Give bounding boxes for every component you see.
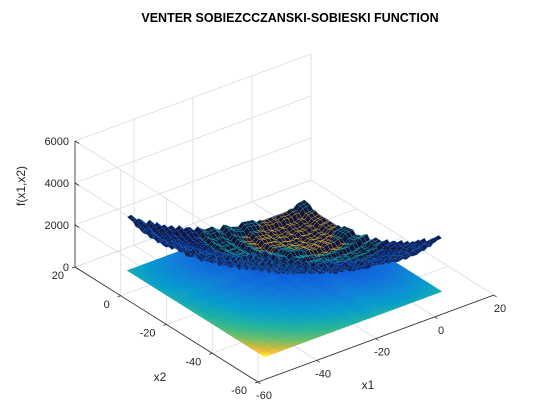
axis-lines (71, 140, 497, 385)
y-tick-mark (117, 295, 121, 298)
x-tick-mark (257, 381, 261, 385)
z-axis-label: f(x1,x2) (14, 166, 28, 206)
grid-line (74, 53, 312, 142)
z-tick-mark (74, 140, 80, 144)
x-tick-mark (434, 316, 438, 320)
y-tick-label: -60 (231, 385, 247, 397)
surface-mesh (127, 199, 442, 276)
y-tick-mark (163, 324, 167, 326)
z-tick-label: 4000 (45, 178, 69, 190)
y-tick-label: -40 (185, 356, 201, 368)
y-tick-label: 20 (52, 270, 64, 282)
grid-line (74, 179, 312, 268)
z-tick-mark (74, 224, 80, 228)
chart-title: VENTER SOBIEZCCZANSKI-SOBIESKI FUNCTION (141, 11, 438, 25)
x-tick-label: 20 (494, 303, 506, 315)
y-tick-mark (254, 381, 259, 384)
y-tick-label: -20 (140, 328, 156, 340)
z-tick-label: 6000 (45, 136, 69, 148)
x-axis-label: x1 (362, 378, 375, 392)
contour-cell (434, 289, 443, 294)
x-tick-mark (493, 294, 497, 298)
x-tick-label: 0 (438, 325, 444, 337)
y-tick-label: 0 (104, 299, 110, 311)
surface-facet (434, 235, 442, 241)
z-tick-label: 0 (63, 262, 69, 274)
x-tick-mark (375, 338, 379, 341)
z-tick-mark (74, 182, 80, 186)
x-tick-label: -40 (315, 368, 331, 380)
z-tick-label: 2000 (45, 220, 69, 232)
grid-line (74, 95, 312, 184)
grid-line (74, 137, 312, 226)
x-tick-label: -20 (374, 347, 390, 359)
z-tick-mark (74, 266, 80, 270)
x-tick-mark (316, 359, 320, 363)
y-axis-label: x2 (154, 370, 167, 384)
y-tick-mark (209, 352, 213, 355)
y-tick-mark (71, 266, 76, 269)
x-tick-label: -60 (256, 390, 272, 402)
